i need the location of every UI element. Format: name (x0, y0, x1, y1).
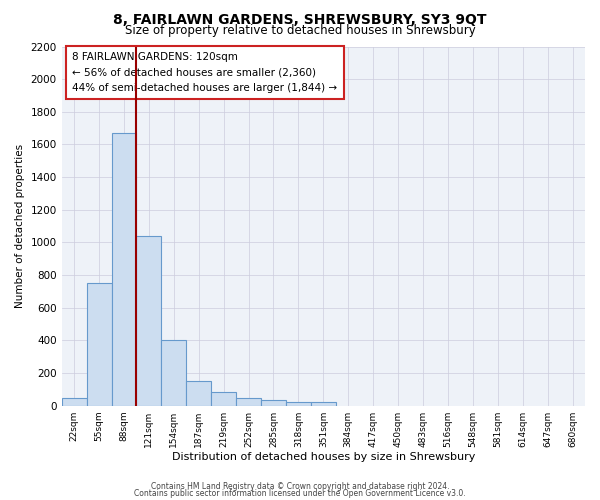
Bar (136, 236, 161, 406)
Text: 8 FAIRLAWN GARDENS: 120sqm
← 56% of detached houses are smaller (2,360)
44% of s: 8 FAIRLAWN GARDENS: 120sqm ← 56% of deta… (72, 52, 337, 93)
Bar (286, 402, 311, 406)
Bar (236, 398, 261, 406)
Text: Size of property relative to detached houses in Shrewsbury: Size of property relative to detached ho… (125, 24, 475, 37)
Y-axis label: Number of detached properties: Number of detached properties (15, 144, 25, 308)
Bar (62, 398, 86, 406)
Text: Contains public sector information licensed under the Open Government Licence v3: Contains public sector information licen… (134, 490, 466, 498)
Bar (211, 392, 236, 406)
Bar (161, 340, 186, 406)
Bar (112, 133, 136, 406)
Bar (311, 402, 336, 406)
Bar (86, 284, 112, 406)
Bar (261, 400, 286, 406)
X-axis label: Distribution of detached houses by size in Shrewsbury: Distribution of detached houses by size … (172, 452, 475, 462)
Text: 8, FAIRLAWN GARDENS, SHREWSBURY, SY3 9QT: 8, FAIRLAWN GARDENS, SHREWSBURY, SY3 9QT (113, 12, 487, 26)
Bar (186, 381, 211, 406)
Text: Contains HM Land Registry data © Crown copyright and database right 2024.: Contains HM Land Registry data © Crown c… (151, 482, 449, 491)
